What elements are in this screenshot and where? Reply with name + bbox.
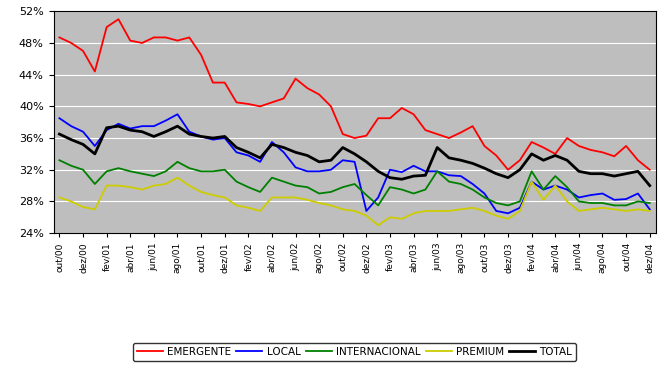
EMERGENTE: [504, 167, 512, 172]
TOTAL: [197, 134, 205, 139]
Line: TOTAL: TOTAL: [60, 126, 650, 186]
EMERGENTE: [256, 104, 264, 109]
TOTAL: [457, 158, 465, 162]
INTERNACIONAL: [492, 201, 500, 205]
LOCAL: [504, 211, 512, 215]
EMERGENTE: [56, 35, 64, 40]
INTERNACIONAL: [457, 182, 465, 186]
PREMIUM: [646, 209, 654, 213]
EMERGENTE: [197, 53, 205, 57]
TOTAL: [256, 156, 264, 160]
LOCAL: [244, 153, 252, 158]
PREMIUM: [634, 207, 642, 212]
Legend: EMERGENTE, LOCAL, INTERNACIONAL, PREMIUM, TOTAL: EMERGENTE, LOCAL, INTERNACIONAL, PREMIUM…: [132, 343, 577, 361]
TOTAL: [646, 183, 654, 188]
Line: PREMIUM: PREMIUM: [60, 178, 650, 225]
TOTAL: [56, 132, 64, 136]
LOCAL: [634, 191, 642, 196]
LOCAL: [173, 112, 181, 117]
EMERGENTE: [244, 102, 252, 106]
PREMIUM: [173, 175, 181, 180]
PREMIUM: [56, 195, 64, 200]
PREMIUM: [468, 206, 476, 210]
INTERNACIONAL: [646, 201, 654, 205]
PREMIUM: [197, 190, 205, 194]
PREMIUM: [256, 209, 264, 213]
LOCAL: [457, 174, 465, 178]
Line: EMERGENTE: EMERGENTE: [60, 19, 650, 170]
EMERGENTE: [492, 153, 500, 158]
LOCAL: [646, 207, 654, 212]
EMERGENTE: [457, 130, 465, 135]
Line: INTERNACIONAL: INTERNACIONAL: [60, 160, 650, 205]
LOCAL: [197, 134, 205, 139]
Line: LOCAL: LOCAL: [60, 114, 650, 213]
LOCAL: [256, 159, 264, 164]
INTERNACIONAL: [374, 203, 382, 208]
INTERNACIONAL: [244, 185, 252, 190]
INTERNACIONAL: [634, 199, 642, 204]
TOTAL: [244, 150, 252, 155]
PREMIUM: [244, 206, 252, 210]
EMERGENTE: [114, 17, 122, 21]
EMERGENTE: [634, 158, 642, 162]
TOTAL: [114, 124, 122, 129]
INTERNACIONAL: [185, 166, 193, 170]
PREMIUM: [374, 223, 382, 227]
LOCAL: [492, 209, 500, 213]
EMERGENTE: [646, 167, 654, 172]
LOCAL: [56, 116, 64, 120]
TOTAL: [492, 171, 500, 176]
INTERNACIONAL: [56, 158, 64, 162]
PREMIUM: [504, 217, 512, 221]
INTERNACIONAL: [233, 179, 241, 184]
TOTAL: [634, 169, 642, 174]
